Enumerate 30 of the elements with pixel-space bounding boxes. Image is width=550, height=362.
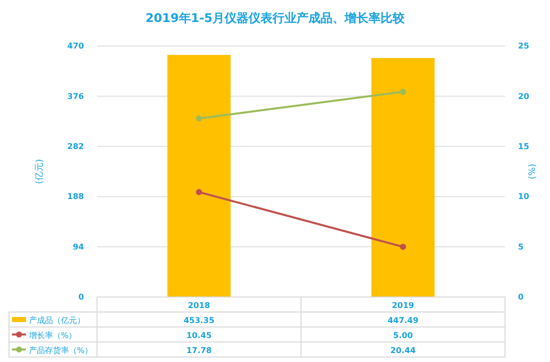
y-tick-label: 188	[67, 192, 84, 202]
data-label: 5.00	[393, 331, 414, 340]
y-tick-label: 376	[67, 92, 84, 101]
legend-label: 产品存货率（%）	[29, 346, 93, 355]
y2-tick-label: 25	[518, 42, 530, 51]
y2-axis-title: (%)	[528, 164, 538, 180]
legend-label: 增长率（%）	[28, 331, 77, 340]
legend-label: 产成品（亿元）	[29, 316, 85, 325]
y-tick-label: 0	[78, 292, 84, 302]
point	[196, 189, 202, 196]
y-tick-label: 470	[67, 42, 84, 51]
y-tick-label: 282	[67, 142, 84, 151]
y2-tick-label: 20	[518, 92, 530, 101]
x-tick-label: 2018	[188, 301, 211, 310]
point	[400, 244, 406, 250]
y2-tick-label: 10	[518, 192, 530, 202]
y2-tick-label: 0	[518, 292, 524, 302]
x-tick-label: 2019	[392, 301, 415, 310]
data-label: 447.49	[388, 316, 419, 325]
data-label: 17.78	[186, 346, 212, 355]
data-label: 453.35	[184, 316, 215, 325]
y2-tick-label: 15	[518, 142, 530, 151]
point	[196, 115, 202, 122]
y2-tick-label: 5	[518, 242, 524, 252]
chart-title: 2019年1-5月仪器仪表行业产成品、增长率比较	[145, 11, 406, 25]
y-axis-title: (亿元)	[34, 158, 45, 184]
y-tick-label: 94	[72, 242, 84, 252]
point	[400, 88, 406, 95]
data-label: 10.45	[186, 331, 212, 340]
data-label: 20.44	[390, 346, 416, 355]
